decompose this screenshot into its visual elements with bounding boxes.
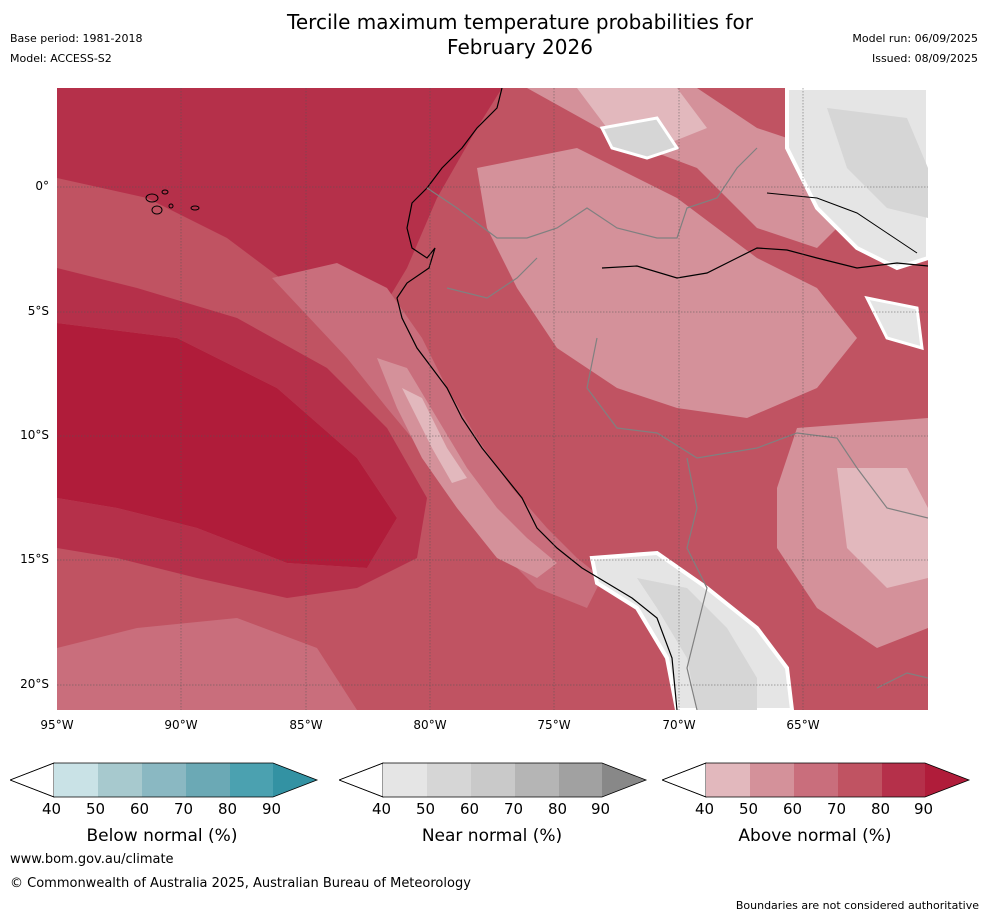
lat-label-15s: 15°S [20,552,49,566]
above-swatch-1 [750,763,794,797]
near-swatch-4 [559,763,602,797]
tick: 40 [695,800,715,818]
lon-label-80w: 80°W [413,718,447,732]
near-swatch-extend [602,763,646,797]
region-above-40-coast [402,388,467,483]
probability-map-svg [57,88,928,710]
colorbar-near [339,762,648,798]
meta-right: Model run: 06/09/2025 Issued: 08/09/2025 [852,29,978,69]
tick: 60 [460,800,480,818]
lat-label-5s: 5°S [27,304,49,318]
tick: 50 [739,800,759,818]
border-peru-bolivia [686,457,708,710]
galapagos-island [161,189,169,195]
region-above-80-ocean [57,268,427,598]
footer-url[interactable]: www.bom.gov.au/climate [10,852,174,867]
region-near-normal-n [599,116,680,160]
lat-label-20s: 20°S [20,677,49,691]
tick: 90 [914,800,934,818]
lon-label-95w: 95°W [40,718,74,732]
border-bolivia-brazil [856,467,928,519]
lon-label-75w: 75°W [537,718,571,732]
tick: 90 [262,800,282,818]
region-near-normal-ne-inner [827,108,928,218]
border-peru-brazil-bolivia [586,337,858,469]
region-above-40-north [577,88,707,148]
colorbar-above [662,762,971,798]
below-swatch-0 [54,763,98,797]
lon-label-65w: 65°W [786,718,820,732]
tick: 70 [827,800,847,818]
base-period-text: Base period: 1981-2018 [10,32,143,45]
colorbar-near-title: Near normal (%) [421,826,563,846]
map-title: Tercile maximum temperature probabilitie… [0,10,988,60]
gridlines [57,88,928,710]
map-title-line1: Tercile maximum temperature probabilitie… [287,10,753,34]
tick: 80 [218,800,238,818]
border-ecuador-peru [446,257,538,299]
tick: 60 [130,800,150,818]
colorbar-below-title: Below normal (%) [86,826,238,846]
model-text: Model: ACCESS-S2 [10,52,112,65]
above-swatch-4 [882,763,925,797]
tick: 70 [174,800,194,818]
below-swatch-2 [142,763,186,797]
lon-label-70w: 70°W [662,718,696,732]
footer-copyright: © Commonwealth of Australia 2025, Austra… [10,876,471,891]
galapagos-island [145,193,159,203]
near-swatch-0 [383,763,427,797]
region-above-80-north [57,88,502,318]
model-run-text: Model run: 06/09/2025 [852,32,978,45]
tick: 90 [591,800,611,818]
border-colombia-peru [426,147,758,239]
map-title-line2: February 2026 [447,35,593,59]
lon-label-85w: 85°W [289,718,323,732]
colorbar-above-title: Above normal (%) [738,826,892,846]
probability-map [57,88,928,710]
galapagos-island [151,205,163,215]
tick: 40 [372,800,392,818]
region-above-50-amazon [477,148,857,418]
galapagos-island [190,205,200,211]
below-swatch-4 [230,763,273,797]
tick: 50 [86,800,106,818]
below-swatch-extend [273,763,317,797]
colorbar-below [10,762,319,798]
near-swatch-1 [427,763,471,797]
galapagos-island [168,203,174,209]
region-near-normal-e [864,295,924,351]
tick: 60 [783,800,803,818]
below-swatch-1 [98,763,142,797]
coastline [396,88,678,710]
region-above-60-south [57,618,357,710]
rio-negro [766,192,918,254]
footer-disclaimer: Boundaries are not considered authoritat… [735,899,979,912]
tick: 80 [548,800,568,818]
lon-label-90w: 90°W [164,718,198,732]
region-near-normal-south-inner [637,578,757,710]
tick: 80 [871,800,891,818]
meta-left: Base period: 1981-2018 Model: ACCESS-S2 [10,29,142,69]
lat-label-10s: 10°S [20,428,49,442]
region-above-90-core [57,323,397,568]
tick: 70 [504,800,524,818]
above-swatch-0 [706,763,750,797]
issued-text: Issued: 08/09/2025 [871,52,978,65]
near-swatch-3 [515,763,559,797]
near-swatch-2 [471,763,515,797]
border-south [876,672,928,689]
tick: 50 [416,800,436,818]
tick: 40 [42,800,62,818]
below-swatch-3 [186,763,230,797]
above-swatch-extend [925,763,969,797]
region-above-40-se [837,468,928,588]
amazon-river [601,247,928,279]
above-swatch-3 [838,763,882,797]
above-swatch-2 [794,763,838,797]
lat-label-0: 0° [35,179,49,193]
